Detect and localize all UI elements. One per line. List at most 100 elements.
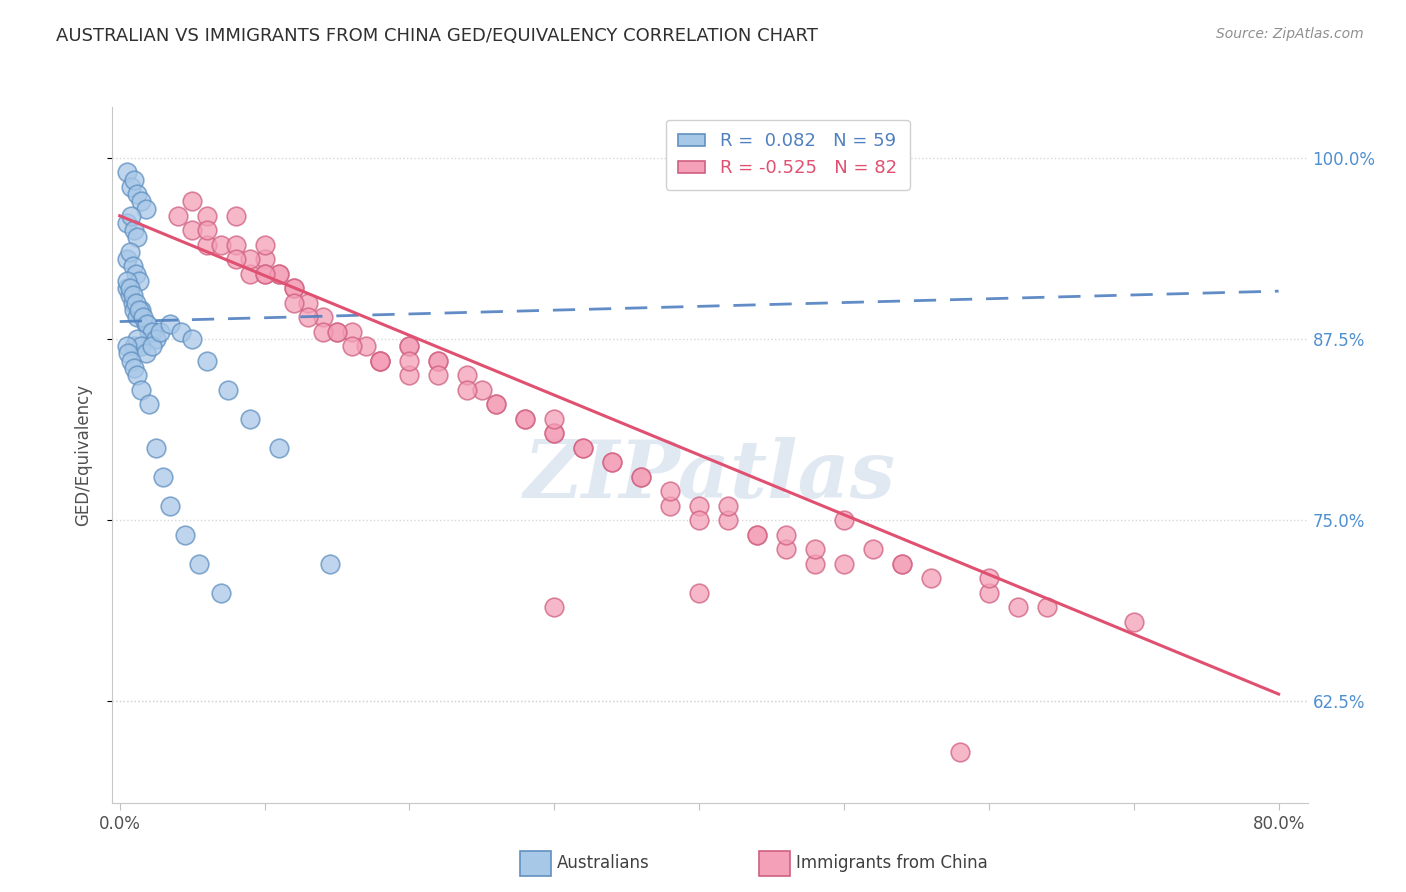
Point xyxy=(600,455,623,469)
Point xyxy=(225,237,247,252)
Point xyxy=(131,302,153,317)
Point xyxy=(127,332,149,346)
Point xyxy=(195,353,218,368)
Point xyxy=(131,383,153,397)
Point xyxy=(127,310,149,325)
Point xyxy=(267,267,290,281)
Point xyxy=(253,237,276,252)
Point xyxy=(370,353,392,368)
Point xyxy=(267,441,290,455)
Point xyxy=(398,339,420,353)
Point xyxy=(169,325,191,339)
Point xyxy=(239,252,262,267)
Point xyxy=(267,267,290,281)
Point xyxy=(775,542,797,557)
Point xyxy=(181,332,204,346)
Point xyxy=(832,513,855,527)
Point xyxy=(136,318,159,332)
Point xyxy=(485,397,508,411)
Point xyxy=(515,411,537,425)
Point xyxy=(717,513,740,527)
Point xyxy=(572,441,595,455)
Point xyxy=(297,310,319,325)
Point xyxy=(543,600,565,615)
Point xyxy=(195,223,218,237)
Point xyxy=(775,527,797,541)
Point xyxy=(253,267,276,281)
Point xyxy=(427,353,450,368)
Point xyxy=(188,557,211,571)
Y-axis label: GED/Equivalency: GED/Equivalency xyxy=(73,384,91,526)
Legend: R =  0.082   N = 59, R = -0.525   N = 82: R = 0.082 N = 59, R = -0.525 N = 82 xyxy=(666,120,910,190)
Point xyxy=(354,339,377,353)
Point xyxy=(427,353,450,368)
Point xyxy=(745,527,768,541)
Point xyxy=(543,426,565,441)
Point xyxy=(145,332,167,346)
Point xyxy=(122,172,145,186)
Point xyxy=(121,295,143,310)
Point xyxy=(326,325,349,339)
Point xyxy=(283,295,305,310)
Point xyxy=(138,397,160,411)
Point xyxy=(174,527,197,541)
Point xyxy=(115,281,138,295)
Point xyxy=(804,542,827,557)
Point xyxy=(135,318,157,332)
Text: AUSTRALIAN VS IMMIGRANTS FROM CHINA GED/EQUIVALENCY CORRELATION CHART: AUSTRALIAN VS IMMIGRANTS FROM CHINA GED/… xyxy=(56,27,818,45)
Point xyxy=(804,557,827,571)
Point xyxy=(543,411,565,425)
Point xyxy=(398,353,420,368)
Point xyxy=(456,383,478,397)
Point xyxy=(209,237,232,252)
Point xyxy=(138,325,160,339)
Point xyxy=(120,209,142,223)
Point xyxy=(949,745,972,759)
Text: ZIPatlas: ZIPatlas xyxy=(524,437,896,515)
Point xyxy=(152,469,174,483)
Point xyxy=(124,267,146,281)
Point xyxy=(1036,600,1059,615)
Point xyxy=(688,499,710,513)
Point xyxy=(253,267,276,281)
Point xyxy=(311,310,333,325)
Point xyxy=(117,346,139,360)
Point xyxy=(543,426,565,441)
Point xyxy=(195,209,218,223)
Point xyxy=(370,353,392,368)
Point xyxy=(485,397,508,411)
Point xyxy=(688,585,710,599)
Point xyxy=(239,267,262,281)
Point xyxy=(977,571,1000,585)
Point xyxy=(121,288,143,302)
Point xyxy=(326,325,349,339)
Point xyxy=(131,339,153,353)
Point xyxy=(145,441,167,455)
Point xyxy=(115,165,138,179)
Point xyxy=(920,571,942,585)
Point xyxy=(135,346,157,360)
Point xyxy=(135,202,157,216)
Point xyxy=(181,223,204,237)
Point xyxy=(132,310,155,325)
Point xyxy=(159,318,181,332)
Point xyxy=(717,499,740,513)
Point xyxy=(659,499,682,513)
Point xyxy=(515,411,537,425)
Point xyxy=(122,360,145,375)
Point xyxy=(370,353,392,368)
Point xyxy=(128,274,150,288)
Point xyxy=(118,244,141,259)
Point xyxy=(862,542,884,557)
Point xyxy=(600,455,623,469)
Point xyxy=(1007,600,1029,615)
Text: Source: ZipAtlas.com: Source: ZipAtlas.com xyxy=(1216,27,1364,41)
Point xyxy=(832,557,855,571)
Point xyxy=(115,216,138,230)
Point xyxy=(166,209,188,223)
Text: Immigrants from China: Immigrants from China xyxy=(796,855,987,872)
Point xyxy=(181,194,204,209)
Point xyxy=(630,469,652,483)
Point xyxy=(141,325,163,339)
Point xyxy=(311,325,333,339)
